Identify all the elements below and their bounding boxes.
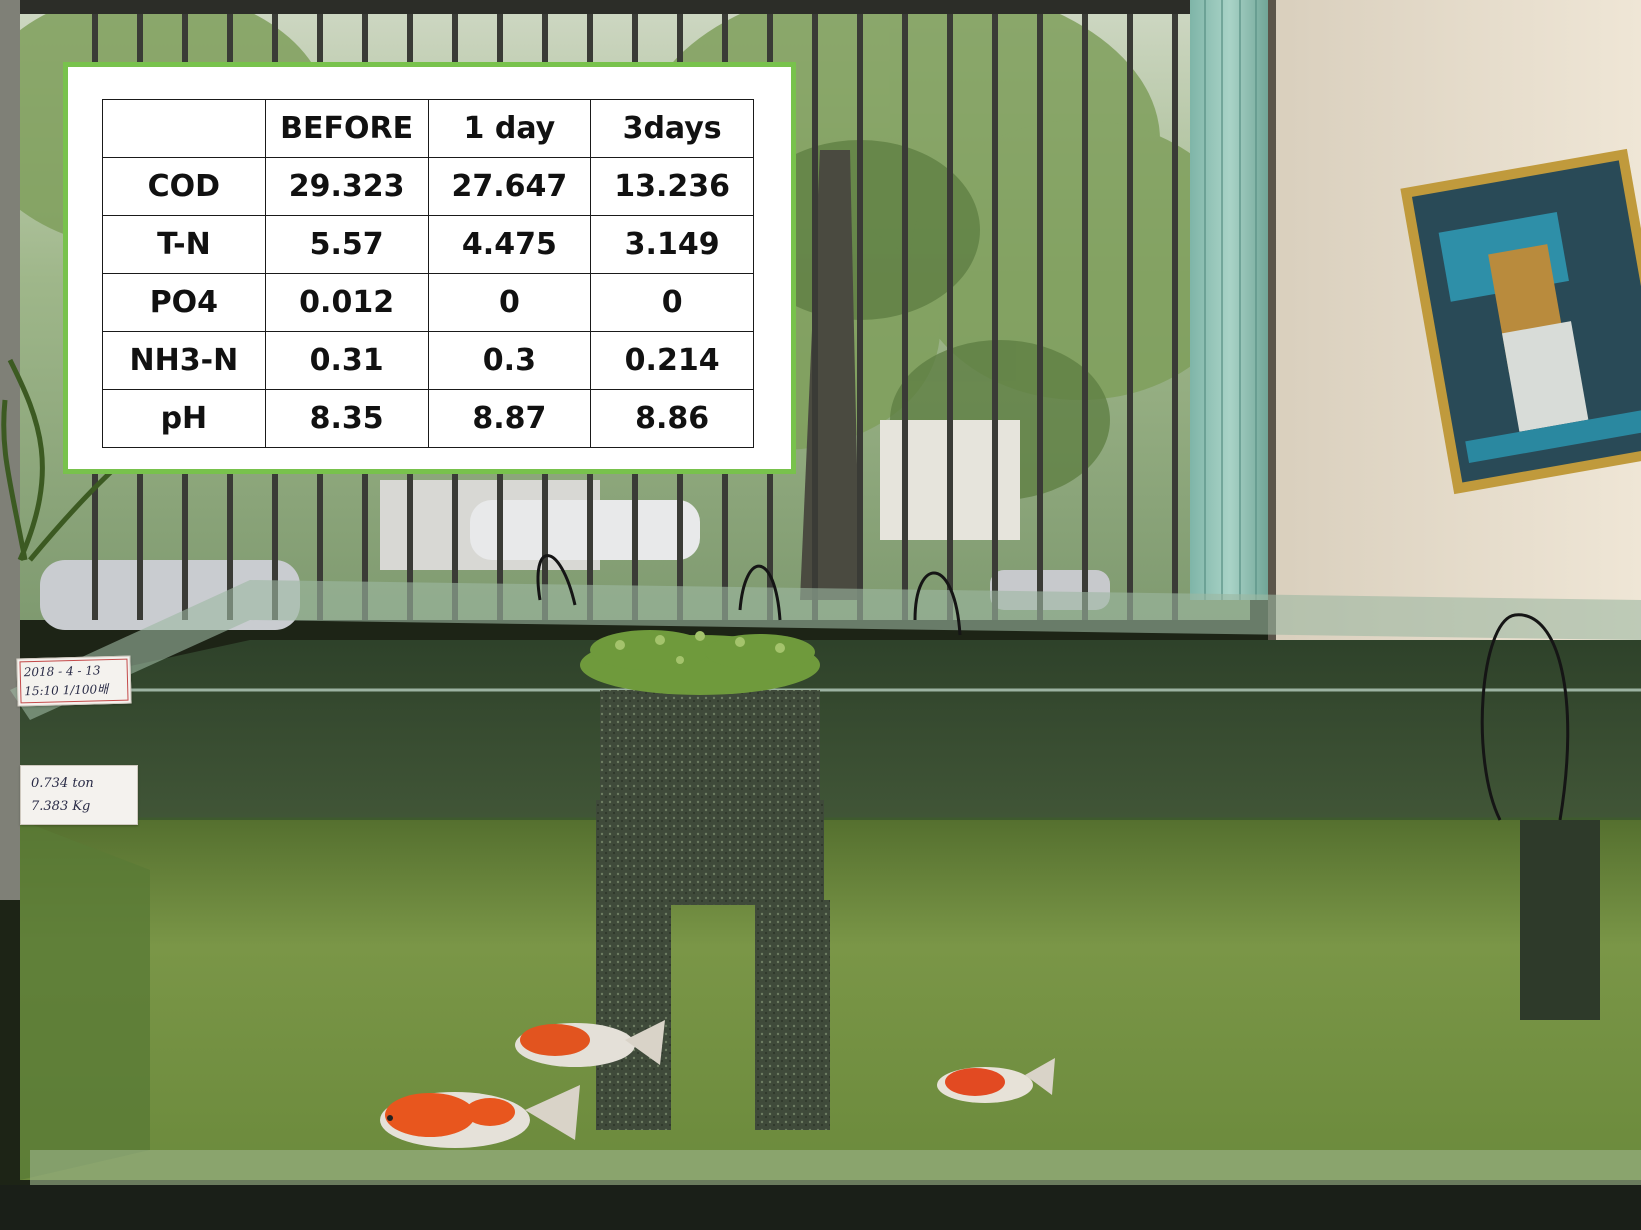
- row-label: PO4: [102, 273, 266, 332]
- cell-value: 8.35: [264, 389, 429, 448]
- table-row: COD 29.323 27.647 13.236: [102, 157, 754, 216]
- cell-value: 0.3: [427, 331, 592, 390]
- cell-value: 8.86: [590, 389, 754, 448]
- cell-value: 0: [590, 273, 754, 332]
- note-weight-line: 7.383 Kg: [31, 799, 91, 814]
- results-table: BEFORE 1 day 3days COD 29.323 27.647 13.…: [102, 99, 754, 448]
- table-row: NH3-N 0.31 0.3 0.214: [102, 331, 754, 390]
- cell-value: 8.87: [427, 389, 592, 448]
- row-label: NH3-N: [102, 331, 266, 390]
- header-cell-1day: 1 day: [427, 99, 592, 158]
- table-row: pH 8.35 8.87 8.86: [102, 389, 754, 448]
- cell-value: 13.236: [590, 157, 754, 216]
- cell-value: 0: [427, 273, 592, 332]
- cell-value: 0.214: [590, 331, 754, 390]
- cell-value: 27.647: [427, 157, 592, 216]
- weight-label-note: 0.734 ton 7.383 Kg: [20, 765, 138, 825]
- row-label: pH: [102, 389, 266, 448]
- row-label: COD: [102, 157, 266, 216]
- cell-value: 29.323: [264, 157, 429, 216]
- cell-value: 4.475: [427, 215, 592, 274]
- table-row: PO4 0.012 0 0: [102, 273, 754, 332]
- row-label: T-N: [102, 215, 266, 274]
- date-label-note: 2018 - 4 - 13 15:10 1/100배: [16, 655, 132, 707]
- cell-value: 5.57: [264, 215, 429, 274]
- cell-value: 0.012: [264, 273, 429, 332]
- header-cell-before: BEFORE: [264, 99, 429, 158]
- table-row: T-N 5.57 4.475 3.149: [102, 215, 754, 274]
- note-frame: [19, 658, 129, 704]
- note-volume-line: 0.734 ton: [31, 776, 94, 791]
- header-corner-cell: [102, 99, 266, 158]
- header-cell-3days: 3days: [590, 99, 754, 158]
- cell-value: 3.149: [590, 215, 754, 274]
- results-table-panel: BEFORE 1 day 3days COD 29.323 27.647 13.…: [63, 62, 796, 474]
- cell-value: 0.31: [264, 331, 429, 390]
- table-header-row: BEFORE 1 day 3days: [102, 99, 754, 158]
